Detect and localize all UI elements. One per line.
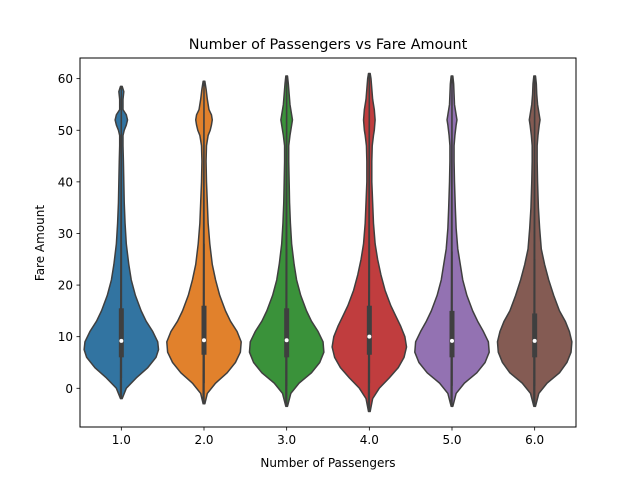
violin-body	[331, 72, 408, 413]
x-axis-label: Number of Passengers	[260, 456, 395, 470]
violin-body	[248, 75, 325, 408]
median-point	[119, 338, 124, 343]
x-tick-label: 5.0	[442, 433, 461, 447]
iqr-box	[118, 308, 124, 358]
y-axis-label: Fare Amount	[33, 205, 47, 281]
violin-4.0	[331, 72, 408, 413]
plot-area	[83, 72, 573, 413]
x-tick-label: 1.0	[112, 433, 131, 447]
iqr-box	[366, 305, 372, 355]
x-tick-label: 6.0	[525, 433, 544, 447]
median-point	[284, 338, 289, 343]
y-tick-label: 40	[58, 175, 73, 189]
violin-3.0	[248, 75, 325, 408]
median-point	[367, 334, 372, 339]
y-tick-label: 60	[58, 72, 73, 86]
y-tick-label: 0	[65, 382, 73, 396]
x-axis: 1.0 2.0 3.0 4.0 5.0 6.0	[112, 427, 544, 447]
iqr-box	[532, 313, 538, 358]
iqr-box	[201, 305, 207, 355]
iqr-box	[284, 308, 290, 358]
violin-body	[83, 85, 160, 400]
median-point	[202, 338, 206, 343]
violin-6.0	[496, 75, 573, 408]
y-tick-label: 30	[58, 227, 73, 241]
median-point	[450, 338, 454, 343]
violin-body	[414, 75, 490, 408]
y-tick-label: 10	[58, 330, 73, 344]
violin-5.0	[414, 75, 490, 408]
violin-body	[496, 75, 573, 408]
violin-2.0	[166, 80, 242, 405]
x-tick-label: 2.0	[194, 433, 213, 447]
y-tick-label: 50	[58, 124, 73, 138]
y-axis: 0 10 20 30 40 50 60	[58, 72, 80, 396]
median-point	[532, 338, 537, 343]
x-tick-label: 4.0	[360, 433, 379, 447]
violin-body	[166, 80, 242, 405]
chart-title: Number of Passengers vs Fare Amount	[189, 37, 468, 53]
x-tick-label: 3.0	[277, 433, 296, 447]
axes-frame	[79, 57, 577, 428]
violin-1.0	[83, 85, 160, 400]
iqr-box	[449, 310, 455, 358]
y-tick-label: 20	[58, 279, 73, 293]
